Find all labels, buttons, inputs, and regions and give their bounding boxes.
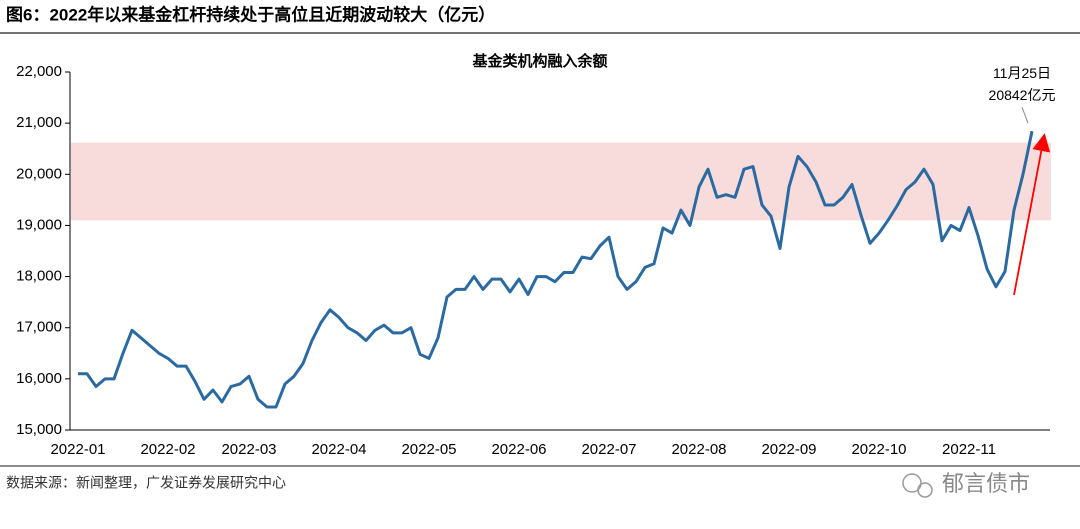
x-tick-label: 2022-01	[50, 441, 105, 458]
watermark-icon	[902, 473, 922, 493]
x-tick-label: 2022-03	[221, 441, 276, 458]
x-tick-label: 2022-06	[491, 441, 546, 458]
x-tick-label: 2022-10	[851, 441, 906, 458]
x-tick-label: 2022-09	[761, 441, 816, 458]
x-tick-label: 2022-08	[671, 441, 726, 458]
x-tick-label: 2022-11	[942, 441, 996, 458]
y-tick-label: 20,000	[16, 165, 62, 182]
y-tick-label: 16,000	[16, 370, 62, 387]
x-tick-label: 2022-02	[140, 441, 195, 458]
y-tick-label: 17,000	[16, 319, 62, 336]
y-tick-label: 22,000	[16, 63, 62, 80]
annotation: 20842亿元	[989, 87, 1056, 103]
highlight-band	[71, 142, 1051, 221]
chart-title: 基金类机构融入余额	[471, 52, 607, 70]
watermark-icon	[917, 482, 933, 498]
annotation-leader	[1021, 107, 1029, 124]
source: 数据来源：新闻整理，广发证券发展研究中心	[6, 475, 286, 491]
figure-title: 图6：2022年以来基金杠杆持续处于高位且近期波动较大（亿元）	[6, 4, 495, 24]
x-tick-label: 2022-04	[311, 441, 366, 458]
watermark: 郁言债市	[942, 471, 1030, 496]
y-tick-label: 18,000	[16, 268, 62, 285]
y-tick-label: 21,000	[16, 114, 62, 131]
y-tick-label: 15,000	[16, 421, 62, 438]
trend-arrow	[1013, 133, 1051, 296]
x-tick-label: 2022-05	[401, 441, 456, 458]
y-tick-label: 19,000	[16, 216, 62, 233]
annotation: 11月25日	[993, 65, 1051, 81]
data-line	[78, 130, 1034, 409]
x-tick-label: 2022-07	[581, 441, 636, 458]
